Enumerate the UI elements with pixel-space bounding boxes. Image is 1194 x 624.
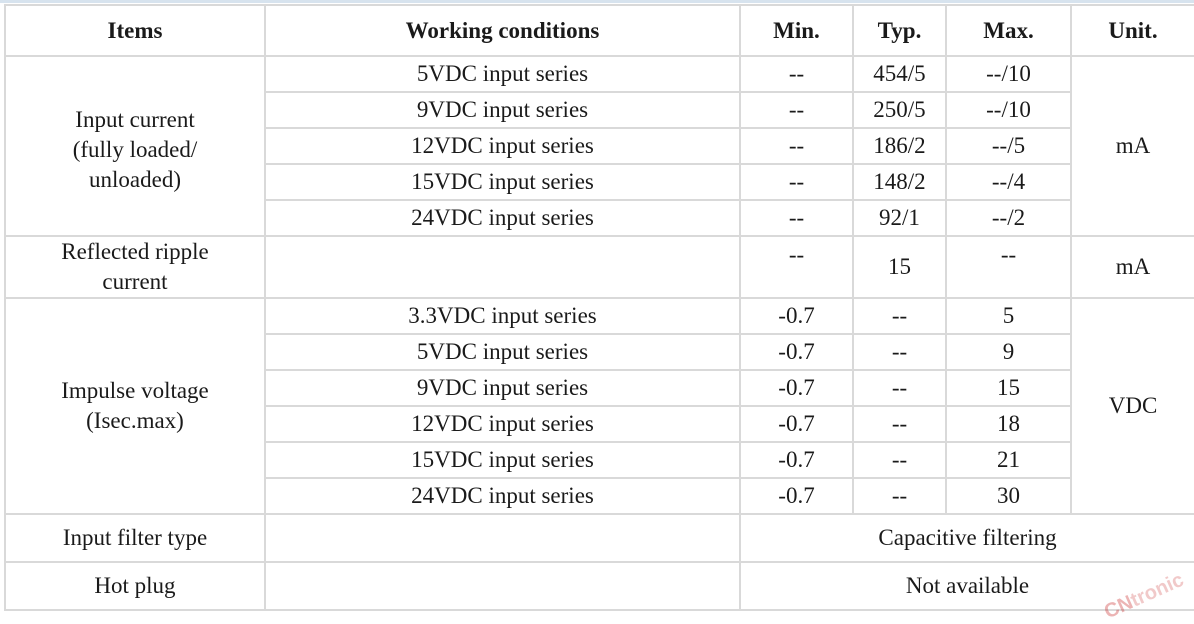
table-row: 15VDC input series -- 148/2 --/4 [5,163,1194,201]
item-input-filter-type: Input filter type [4,513,266,563]
cell-condition [264,235,741,299]
item-label-line: current [102,269,168,294]
cell-min: -- [739,199,854,237]
cell-condition: 9VDC input series [264,91,741,129]
table-row: 24VDC input series -0.7 -- 30 [5,477,1194,515]
cell-min: -0.7 [739,297,854,335]
cell-min: -0.7 [739,405,854,443]
cell-max: --/4 [945,163,1072,201]
cell-min: -- [739,91,854,129]
table-row: 12VDC input series -- 186/2 --/5 [5,127,1194,165]
cell-condition: 15VDC input series [264,441,741,479]
cell-max-wrap: -- [945,235,1072,299]
cell-unit: mA [1070,235,1194,299]
item-hot-plug: Hot plug [4,561,266,611]
item-label-line: Reflected ripple [61,239,209,264]
cell-min-wrap: -- [739,235,854,299]
cell-unit: VDC [1070,297,1194,515]
table-row: 24VDC input series -- 92/1 --/2 [5,199,1194,237]
cell-max: --/10 [945,91,1072,129]
cell-max: 9 [945,333,1072,371]
table-row: Input filter type Capacitive filtering [4,513,1194,563]
cell-typ: 250/5 [852,91,947,129]
cell-max: --/10 [945,55,1072,93]
cell-typ: -- [852,333,947,371]
cell-max: 30 [945,477,1072,515]
cell-typ: -- [852,441,947,479]
cell-typ: 92/1 [852,199,947,237]
table-row: 9VDC input series -- 250/5 --/10 [5,91,1194,129]
item-label-line: (fully loaded/ [72,137,198,162]
cell-min: -0.7 [739,441,854,479]
item-input-current: Input current (fully loaded/ unloaded) [4,55,266,237]
table-row: 15VDC input series -0.7 -- 21 [5,441,1194,479]
cell-min: -- [739,127,854,165]
header-max: Max. [945,4,1072,57]
cell-condition: 5VDC input series [264,55,741,93]
cell-hot-plug-value: Not available [739,561,1194,611]
cell-typ: -- [852,477,947,515]
input-specifications-table: Items Working conditions Min. Typ. Max. … [4,4,1194,611]
item-label-line: (Isec.max) [86,408,184,433]
cell-min: -0.7 [739,477,854,515]
cell-max: 18 [945,405,1072,443]
cell-min: -- [739,163,854,201]
cell-condition: 5VDC input series [264,333,741,371]
cell-max: --/5 [945,127,1072,165]
cell-unit: mA [1070,55,1194,237]
table-row: 12VDC input series -0.7 -- 18 [5,405,1194,443]
cell-condition: 9VDC input series [264,369,741,407]
cell-typ: 186/2 [852,127,947,165]
cell-condition [264,561,741,611]
cell-condition [264,513,741,563]
cell-max: --/2 [945,199,1072,237]
table-row: 9VDC input series -0.7 -- 15 [5,369,1194,407]
header-typ: Typ. [852,4,947,57]
item-label-line: Impulse voltage [61,378,209,403]
header-min: Min. [739,4,854,57]
cell-input-filter-value: Capacitive filtering [739,513,1194,563]
item-impulse-voltage: Impulse voltage (Isec.max) [4,297,266,515]
header-items: Items [4,4,266,57]
cell-condition: 3.3VDC input series [264,297,741,335]
cell-min: -0.7 [739,369,854,407]
item-label-line: unloaded) [89,167,181,192]
header-working-conditions: Working conditions [264,4,741,57]
cell-condition: 24VDC input series [264,199,741,237]
cell-max: -- [1000,242,1017,267]
table-row: Impulse voltage (Isec.max) 3.3VDC input … [4,297,1194,515]
table-row: Input current (fully loaded/ unloaded) 5… [4,55,1194,237]
table-row: Reflected ripple current -- 15 -- mA [4,235,1194,299]
header-unit: Unit. [1070,4,1194,57]
cell-condition: 24VDC input series [264,477,741,515]
item-reflected-ripple-current: Reflected ripple current [4,235,266,299]
cell-max: 15 [945,369,1072,407]
cell-max: 5 [945,297,1072,335]
cell-typ: 15 [852,235,947,299]
top-rule [0,0,1194,3]
cell-typ: -- [852,369,947,407]
cell-max: 21 [945,441,1072,479]
cell-condition: 12VDC input series [264,405,741,443]
header-row: Items Working conditions Min. Typ. Max. … [4,4,1194,57]
cell-typ: 148/2 [852,163,947,201]
table-row: 5VDC input series -0.7 -- 9 [5,333,1194,371]
cell-condition: 15VDC input series [264,163,741,201]
cell-min: -- [739,55,854,93]
cell-typ: 454/5 [852,55,947,93]
cell-typ: -- [852,405,947,443]
cell-typ: -- [852,297,947,335]
cell-min: -- [788,242,805,267]
cell-min: -0.7 [739,333,854,371]
cell-condition: 12VDC input series [264,127,741,165]
item-label-line: Input current [75,107,195,132]
table-row: Hot plug Not available [4,561,1194,611]
